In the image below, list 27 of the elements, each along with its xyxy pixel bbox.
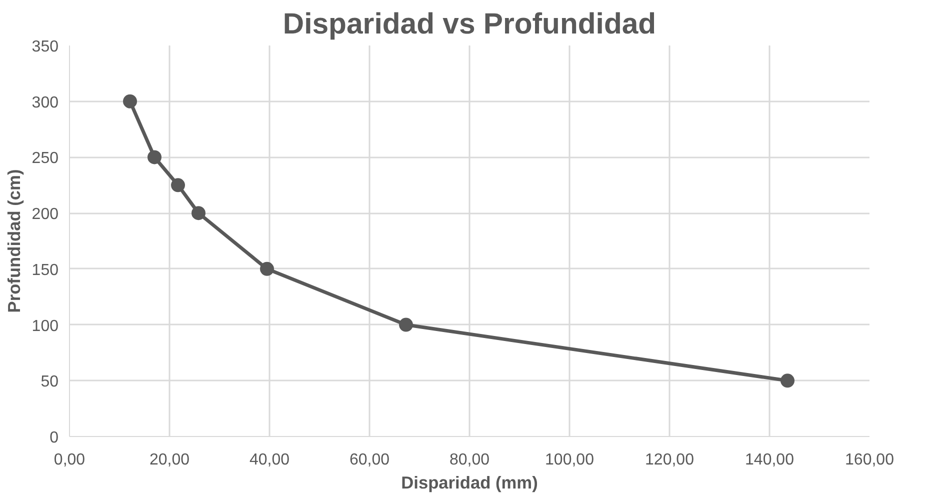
x-tick-label: 120,00 xyxy=(645,452,694,468)
point xyxy=(260,262,274,276)
y-tick-label: 0 xyxy=(50,430,59,446)
point xyxy=(192,206,206,220)
point xyxy=(780,374,794,388)
x-tick-label: 140,00 xyxy=(745,452,794,468)
point xyxy=(123,94,137,108)
x-tick-label: 60,00 xyxy=(349,452,390,468)
x-axis-title: Disparidad (mm) xyxy=(401,472,538,492)
point xyxy=(148,150,162,164)
point xyxy=(171,178,185,192)
x-tick-label: 20,00 xyxy=(149,452,190,468)
y-tick-label: 300 xyxy=(32,94,59,112)
y-tick-label: 350 xyxy=(32,38,59,56)
x-tick-label: 0,00 xyxy=(54,452,86,468)
y-axis-title: Profundidad (cm) xyxy=(4,169,24,313)
x-tick-label: 40,00 xyxy=(249,452,290,468)
point xyxy=(399,318,413,332)
y-tick-label: 150 xyxy=(32,262,59,279)
x-tick-label: 100,00 xyxy=(545,452,594,468)
chart-title: Disparidad vs Profundidad xyxy=(282,8,656,40)
y-tick-label: 100 xyxy=(32,318,59,335)
x-tick-label: 80,00 xyxy=(449,452,490,468)
x-tick-label: 160,00 xyxy=(845,452,894,468)
y-tick-label: 250 xyxy=(32,150,59,168)
y-tick-label: 200 xyxy=(32,206,59,224)
y-tick-label: 50 xyxy=(40,374,59,391)
